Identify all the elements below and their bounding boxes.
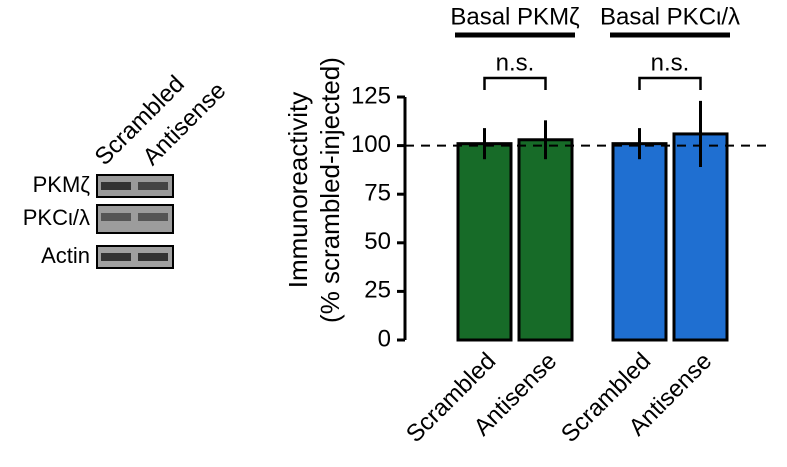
y-tick-label: 100 [351,131,391,158]
significance-label: n.s. [496,49,535,76]
y-axis-label: (% scrambled-injected) [315,57,345,323]
bar [611,142,668,342]
bar [456,142,513,342]
blot-row-label: PKMζ [33,172,91,197]
y-tick-label: 0 [378,325,391,352]
blot-row-label: PKCι/λ [23,205,90,230]
bar [517,138,574,342]
bar [672,132,729,342]
y-tick-label: 25 [364,277,391,304]
y-axis-label: Immunoreactivity [283,92,313,289]
blot-row-label: Actin [41,243,90,268]
group-title: Basal PKMζ [450,3,580,30]
y-tick-label: 50 [364,228,391,255]
group-title: Basal PKCι/λ [600,3,740,30]
blot-image [96,174,174,269]
y-tick-label: 125 [351,82,391,109]
y-tick-label: 75 [364,180,391,207]
significance-bracket [638,76,702,90]
significance-bracket [483,76,547,90]
significance-label: n.s. [651,49,690,76]
